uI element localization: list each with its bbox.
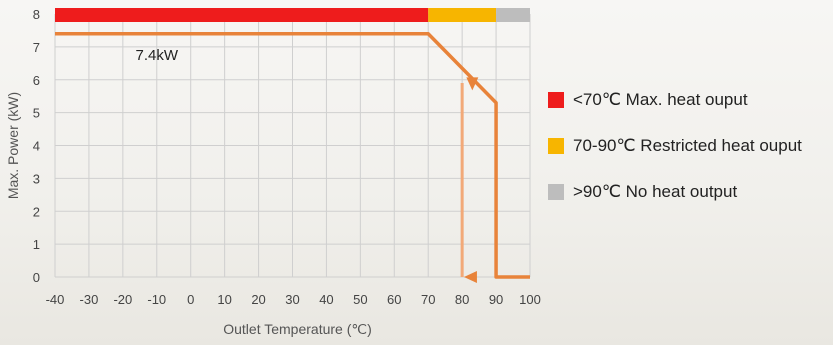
x-tick-label: -10: [147, 292, 166, 307]
power-curve: [55, 31, 530, 279]
x-tick-label: -30: [80, 292, 99, 307]
annotations: 7.4kW: [136, 47, 179, 64]
y-tick-label: 3: [33, 171, 40, 186]
y-tick-label: 2: [33, 204, 40, 219]
annotation-label: 7.4kW: [136, 47, 179, 64]
x-axis-title: Outlet Temperature (℃): [223, 321, 372, 337]
legend-swatch-yellow: [548, 138, 564, 154]
x-tick-label: 80: [455, 292, 469, 307]
series-line-0: [55, 31, 530, 279]
legend-label: 70-90℃ Restricted heat ouput: [573, 136, 802, 155]
legend-item-no-heat: >90℃ No heat output: [548, 180, 802, 204]
x-tick-label: 100: [519, 292, 541, 307]
legend-item-max-heat: <70℃ Max. heat ouput: [548, 88, 802, 112]
y-tick-label: 7: [33, 40, 40, 55]
x-tick-label: 70: [421, 292, 435, 307]
arrow-down: [466, 77, 479, 91]
y-axis-ticks: 0 1 2 3 4 5 6 7 8: [33, 7, 40, 285]
legend-label: <70℃ Max. heat ouput: [573, 90, 748, 109]
legend-item-restricted-heat: 70-90℃ Restricted heat ouput: [548, 134, 802, 158]
y-tick-label: 6: [33, 73, 40, 88]
y-axis-title: Max. Power (kW): [5, 92, 21, 199]
y-tick-label: 8: [33, 7, 40, 22]
y-tick-label: 1: [33, 237, 40, 252]
y-tick-label: 5: [33, 106, 40, 121]
arrow-left: [463, 271, 477, 283]
x-tick-label: 50: [353, 292, 367, 307]
curve-arrows: [463, 77, 479, 283]
x-tick-label: -40: [46, 292, 65, 307]
x-tick-label: 30: [285, 292, 299, 307]
x-axis-ticks: -40 -30 -20 -10 0 10 20 30 40 50 60 70 80 90 100: [46, 292, 541, 307]
x-tick-label: 90: [489, 292, 503, 307]
legend-label: >90℃ No heat output: [573, 182, 738, 201]
chart-grid: [54, 13, 531, 278]
x-tick-label: -20: [113, 292, 132, 307]
x-tick-label: 40: [319, 292, 333, 307]
x-tick-label: 10: [217, 292, 231, 307]
temperature-bands: [55, 8, 530, 22]
y-tick-label: 4: [33, 139, 40, 154]
band-2: [496, 8, 530, 22]
x-tick-label: 0: [187, 292, 194, 307]
legend-swatch-grey: [548, 184, 564, 200]
legend: <70℃ Max. heat ouput 70-90℃ Restricted h…: [548, 88, 802, 204]
band-1: [428, 8, 497, 22]
x-tick-label: 60: [387, 292, 401, 307]
legend-swatch-red: [548, 92, 564, 108]
x-tick-label: 20: [251, 292, 265, 307]
y-tick-label: 0: [33, 270, 40, 285]
band-0: [55, 8, 429, 22]
